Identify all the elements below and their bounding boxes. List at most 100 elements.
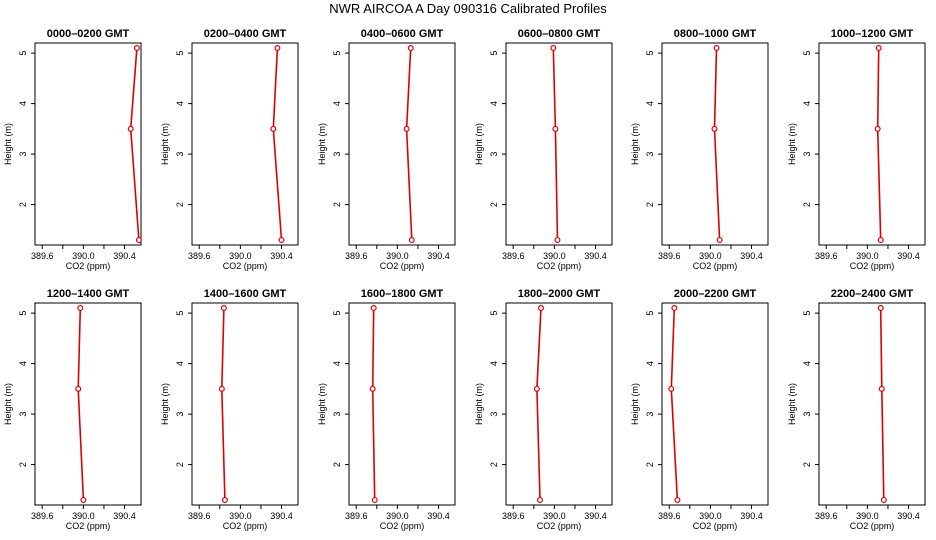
y-tick-label: 5 [802, 311, 812, 316]
y-tick-label: 4 [645, 101, 655, 106]
data-point [274, 45, 281, 52]
x-tick-label: 389.6 [188, 251, 211, 261]
x-axis-label: CO2 (ppm) [380, 521, 425, 531]
profile-line [371, 308, 376, 500]
data-point [407, 45, 414, 52]
data-point [278, 236, 285, 243]
x-tick-label: 390.4 [584, 511, 607, 521]
y-tick-label: 4 [18, 361, 28, 366]
data-point [370, 305, 377, 312]
data-point [878, 385, 885, 392]
y-tick-label: 4 [802, 361, 812, 366]
x-axis-label: CO2 (ppm) [66, 261, 111, 271]
y-tick-label: 2 [175, 202, 185, 207]
y-axis-label: Height (m) [630, 383, 640, 425]
profile-line [536, 308, 542, 500]
data-point [533, 385, 540, 392]
x-tick-label: 390.4 [113, 511, 136, 521]
panel-title: 0000–0200 GMT [47, 28, 130, 40]
data-point [133, 45, 140, 52]
x-tick-label: 390.0 [699, 511, 722, 521]
y-tick-label: 4 [18, 101, 28, 106]
y-tick-label: 4 [175, 101, 185, 106]
y-tick-label: 2 [332, 202, 342, 207]
x-tick-label: 390.0 [72, 251, 95, 261]
data-point [221, 496, 228, 503]
y-tick-label: 5 [332, 311, 342, 316]
x-tick-label: 390.4 [113, 251, 136, 261]
y-tick-label: 3 [175, 152, 185, 157]
panel-title: 0600–0800 GMT [518, 28, 601, 40]
data-point [403, 125, 410, 132]
data-point [552, 125, 559, 132]
data-point [127, 125, 134, 132]
profile-line [220, 308, 226, 500]
data-point [711, 125, 718, 132]
y-axis-label: Height (m) [474, 383, 484, 425]
x-axis-label: CO2 (ppm) [693, 521, 738, 531]
x-axis-label: CO2 (ppm) [693, 261, 738, 271]
x-tick-label: 389.6 [815, 251, 838, 261]
data-point [550, 45, 557, 52]
data-point [270, 125, 277, 132]
x-tick-label: 389.6 [658, 251, 681, 261]
data-point [671, 305, 678, 312]
x-tick-label: 390.4 [270, 251, 293, 261]
data-point [77, 305, 84, 312]
y-tick-label: 3 [175, 412, 185, 417]
x-tick-label: 390.0 [386, 251, 409, 261]
y-tick-label: 5 [332, 51, 342, 56]
y-tick-label: 3 [18, 412, 28, 417]
y-axis-label: Height (m) [317, 123, 327, 165]
y-tick-label: 2 [645, 202, 655, 207]
x-tick-label: 390.0 [386, 511, 409, 521]
data-point [877, 236, 884, 243]
data-point [218, 385, 225, 392]
y-tick-label: 2 [802, 462, 812, 467]
y-tick-label: 2 [18, 462, 28, 467]
y-axis-label: Height (m) [317, 383, 327, 425]
y-tick-label: 5 [489, 311, 499, 316]
plot-frame [348, 42, 456, 246]
panel-title: 1400–1600 GMT [204, 288, 287, 300]
x-tick-label: 390.0 [72, 511, 95, 521]
y-tick-label: 3 [645, 412, 655, 417]
panel-title: 1600–1800 GMT [361, 288, 444, 300]
data-point [877, 305, 884, 312]
y-axis-label: Height (m) [160, 383, 170, 425]
data-point [369, 385, 376, 392]
y-axis-label: Height (m) [474, 123, 484, 165]
plot-frame [818, 42, 926, 246]
panel-title: 2200–2400 GMT [831, 288, 914, 300]
data-point [220, 305, 227, 312]
x-tick-label: 390.4 [740, 251, 763, 261]
x-tick-label: 389.6 [188, 511, 211, 521]
data-point [716, 236, 723, 243]
x-tick-label: 390.0 [543, 251, 566, 261]
profile-line [552, 48, 559, 240]
panel-title: 0200–0400 GMT [204, 28, 287, 40]
y-axis-label: Height (m) [787, 383, 797, 425]
data-point [880, 496, 887, 503]
y-tick-label: 4 [332, 361, 342, 366]
x-axis-label: CO2 (ppm) [380, 261, 425, 271]
profile-line [272, 48, 283, 240]
y-tick-label: 3 [645, 152, 655, 157]
data-point [537, 305, 544, 312]
data-point [668, 385, 675, 392]
y-tick-label: 4 [489, 361, 499, 366]
panel-title: 0400–0600 GMT [361, 28, 444, 40]
x-axis-label: CO2 (ppm) [223, 261, 268, 271]
x-tick-label: 389.6 [502, 251, 525, 261]
y-tick-label: 3 [802, 412, 812, 417]
x-axis-label: CO2 (ppm) [66, 521, 111, 531]
data-point [135, 236, 142, 243]
x-tick-label: 390.0 [543, 511, 566, 521]
y-tick-label: 3 [802, 152, 812, 157]
y-tick-label: 3 [18, 152, 28, 157]
x-axis-label: CO2 (ppm) [850, 521, 895, 531]
